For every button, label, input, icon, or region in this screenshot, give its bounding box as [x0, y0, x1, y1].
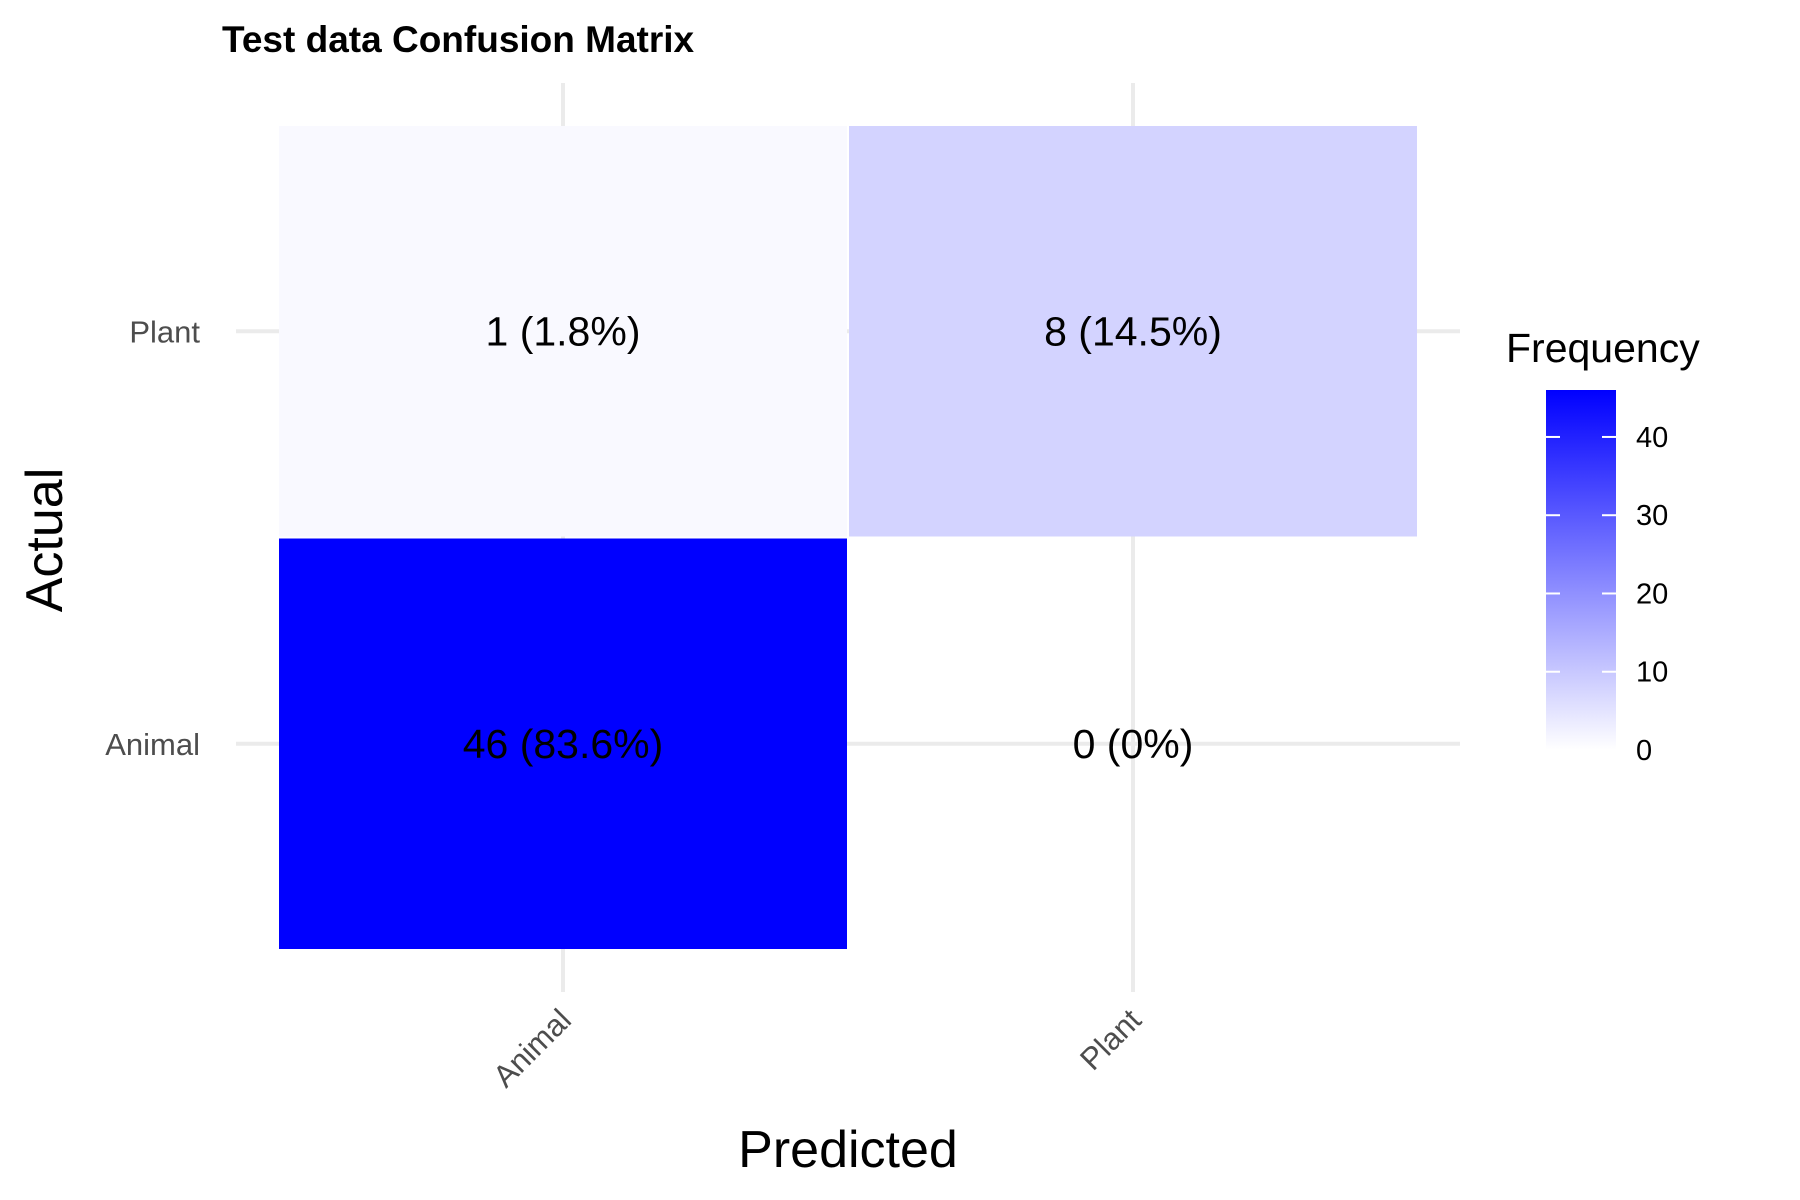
x-tick-label: Animal	[486, 1002, 578, 1094]
y-axis-tick-labels: Animal Plant	[105, 314, 200, 762]
x-axis-tick-labels: Animal Plant	[486, 1002, 1148, 1094]
legend-colorbar	[1546, 390, 1616, 750]
legend-tick-label: 10	[1636, 657, 1668, 689]
legend-tick-label: 0	[1636, 735, 1652, 767]
heatmap-cell-plant-plant	[849, 126, 1417, 537]
x-axis-title: Predicted	[738, 1121, 958, 1179]
legend-ticks: 0 10 20 30 40	[1546, 422, 1668, 767]
cell-value-label: 46 (83.6%)	[463, 721, 664, 767]
cell-value-label: 1 (1.8%)	[486, 308, 641, 354]
legend-tick-label: 30	[1636, 500, 1668, 532]
heatmap-cell-animal-animal	[279, 538, 847, 949]
legend-tick-label: 20	[1636, 578, 1668, 610]
heatmap-cell-labels: 1 (1.8%) 8 (14.5%) 46 (83.6%) 0 (0%)	[463, 308, 1222, 767]
legend-title: Frequency	[1506, 325, 1700, 371]
y-tick-label: Plant	[129, 314, 200, 349]
y-tick-label: Animal	[105, 727, 200, 762]
cell-value-label: 0 (0%)	[1073, 721, 1194, 767]
legend: Frequency 0 10 20 30 40	[1506, 325, 1700, 767]
legend-tick-label: 40	[1636, 422, 1668, 454]
y-axis-title: Actual	[16, 468, 74, 613]
chart-title: Test data Confusion Matrix	[222, 19, 695, 60]
cell-value-label: 8 (14.5%)	[1044, 308, 1222, 354]
heatmap-cell-plant-animal	[279, 126, 847, 537]
x-tick-label: Plant	[1073, 1002, 1148, 1077]
heatmap-cells	[279, 126, 1417, 949]
